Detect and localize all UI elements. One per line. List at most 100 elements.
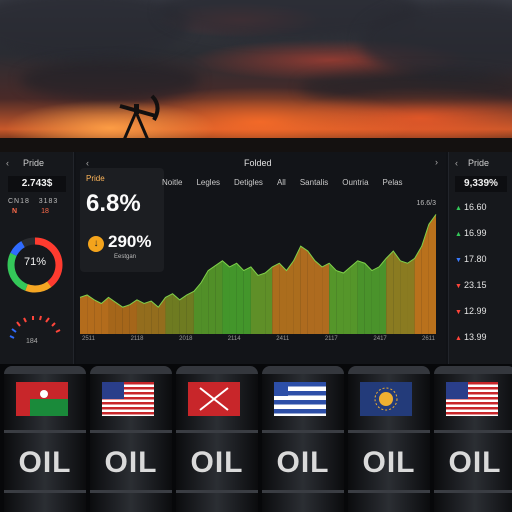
right-panel-value: 9,339% (455, 176, 507, 192)
area-segment (357, 260, 365, 334)
donut-chart (7, 237, 63, 293)
barrel-label: OIL (104, 446, 158, 479)
area-segment (101, 297, 109, 334)
area-segment (393, 251, 401, 334)
gauge-dial-icon (9, 315, 61, 339)
left-panel-value: 2.743$ (8, 176, 66, 192)
triangle-down-icon: ▼ (455, 283, 462, 290)
flag-red-green-icon (16, 382, 68, 416)
area-segment (300, 246, 308, 334)
area-segment (322, 263, 330, 334)
left-panel-title: Pride (23, 158, 45, 168)
chart-tag: 16.6/3 (416, 200, 436, 207)
area-segment (229, 263, 237, 334)
chevron-left-icon[interactable]: ‹ (6, 158, 9, 168)
right-panel-row[interactable]: ▼ 12.99 (455, 306, 487, 316)
right-panel-title: Pride (468, 158, 490, 168)
chevron-left-icon[interactable]: ‹ (455, 158, 458, 168)
area-segment (307, 251, 315, 334)
tab-4[interactable]: Santalis (299, 178, 329, 187)
right-panel-row[interactable]: ▲ 16.99 (455, 228, 487, 238)
area-segment (144, 301, 152, 334)
area-segment (343, 266, 351, 334)
oil-barrel: OIL (434, 366, 512, 512)
right-panel-row-value: 16.60 (464, 202, 487, 212)
x-tick-label: 2018 (179, 336, 193, 342)
area-segment (371, 266, 380, 334)
barrel-label: OIL (18, 446, 72, 479)
area-segment (179, 294, 187, 334)
main-panel-title: Folded (244, 158, 272, 168)
chevron-left-icon[interactable]: ‹ (86, 158, 89, 168)
tab-0[interactable]: Noitle (162, 178, 183, 187)
area-segment (222, 260, 230, 334)
area-segment (115, 302, 123, 334)
area-segment (243, 266, 251, 334)
area-segment (400, 260, 408, 334)
flag-us-icon (446, 382, 498, 416)
area-segment (428, 214, 436, 334)
area-segment (379, 258, 387, 334)
x-axis-ticks: 2511 2118 2018 2114 2411 2117 2417 2611 (76, 336, 440, 346)
arrow-down-icon: ↓ (88, 236, 104, 252)
main-chart-panel: ‹ Folded › Pride 6.8% ↓ 290% Eestgan Noi… (76, 152, 446, 364)
area-segment (293, 246, 301, 334)
area-segment (129, 299, 137, 334)
area-segment (386, 251, 394, 334)
area-segment (272, 263, 280, 334)
triangle-up-icon: ▲ (455, 231, 462, 238)
triangle-up-icon: ▲ (455, 335, 462, 342)
x-tick-label: 2411 (276, 336, 290, 342)
area-segment (193, 282, 202, 334)
triangle-down-icon: ▼ (455, 309, 462, 316)
left-panel-sub-marks: N 18 (12, 208, 49, 215)
oil-barrel: OIL (4, 366, 86, 512)
sunset-sky-background (0, 0, 512, 152)
area-segment (258, 273, 266, 334)
barrel-label: OIL (276, 446, 330, 479)
right-panel-row-value: 23.15 (464, 280, 487, 290)
area-segment (80, 294, 88, 334)
triangle-up-icon: ▲ (455, 205, 462, 212)
area-segment (350, 260, 358, 334)
area-chart (79, 214, 437, 334)
area-segment (314, 260, 323, 334)
left-panel-header: ‹ Pride (6, 158, 44, 168)
area-segment (407, 258, 415, 334)
right-panel-header: ‹ Pride (455, 158, 489, 168)
right-panel-row[interactable]: ▲ 13.99 (455, 332, 487, 342)
area-segment (165, 293, 173, 334)
left-panel-bottom-label: 184 (26, 338, 38, 345)
x-tick-label: 2114 (227, 336, 241, 342)
stat-card-mid-value: 290% (108, 232, 152, 251)
area-segment (250, 266, 258, 334)
barrel-label: OIL (190, 446, 244, 479)
x-tick-label: 2511 (82, 336, 95, 342)
area-segment (329, 263, 337, 334)
area-segment (279, 263, 287, 334)
tab-5[interactable]: Ountria (342, 178, 369, 187)
tab-2[interactable]: Detigles (234, 178, 263, 187)
flag-blue-emblem-icon (360, 382, 412, 416)
right-panel-row-value: 17.80 (464, 254, 487, 264)
chevron-right-icon[interactable]: › (435, 157, 438, 167)
right-panel-row[interactable]: ▼ 23.15 (455, 280, 487, 290)
area-segment (414, 246, 422, 334)
oil-barrel: OIL (176, 366, 258, 512)
right-panel-row[interactable]: ▲ 16.60 (455, 202, 487, 212)
area-segment (94, 299, 102, 334)
tab-3[interactable]: All (276, 178, 286, 187)
x-tick-label: 2117 (324, 336, 338, 342)
barrel-label: OIL (362, 446, 416, 479)
area-segment (286, 260, 294, 334)
area-segment (136, 299, 145, 334)
area-segment (108, 297, 116, 334)
flag-blue-white-stripes-icon (274, 382, 326, 416)
right-panel-row[interactable]: ▼ 17.80 (455, 254, 487, 264)
flag-red-cross-icon (188, 382, 240, 416)
left-panel-sub-labels: CN18 3183 (8, 198, 59, 205)
stat-card[interactable]: Pride 6.8% ↓ 290% Eestgan (80, 168, 164, 272)
tab-6[interactable]: Pelas (382, 178, 403, 187)
area-segment (364, 263, 372, 334)
tab-1[interactable]: Legles (196, 178, 221, 187)
